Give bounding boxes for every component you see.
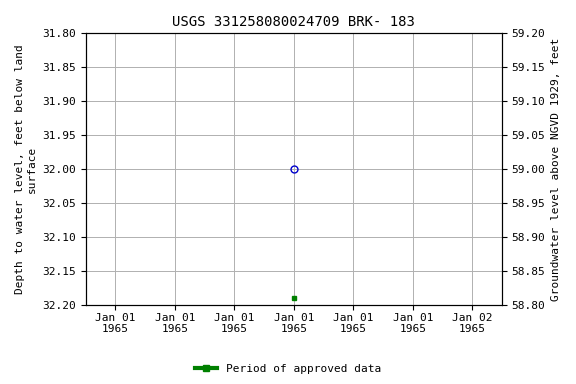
Y-axis label: Groundwater level above NGVD 1929, feet: Groundwater level above NGVD 1929, feet <box>551 38 561 301</box>
Y-axis label: Depth to water level, feet below land
surface: Depth to water level, feet below land su… <box>15 44 37 294</box>
Title: USGS 331258080024709 BRK- 183: USGS 331258080024709 BRK- 183 <box>172 15 415 29</box>
Legend: Period of approved data: Period of approved data <box>191 359 385 379</box>
